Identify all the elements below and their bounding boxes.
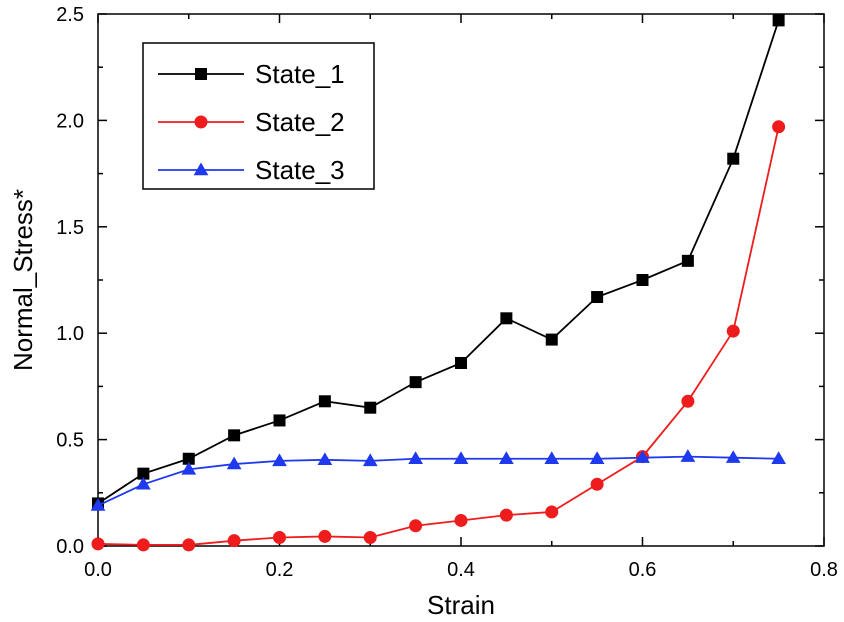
y-axis-title: Normal_Stress* xyxy=(8,189,38,371)
data-point xyxy=(499,508,513,522)
legend-swatch-marker xyxy=(195,68,207,80)
series-State_2 xyxy=(91,120,786,552)
data-point xyxy=(454,513,468,527)
data-point xyxy=(681,254,694,267)
data-point xyxy=(635,450,650,463)
series-State_3 xyxy=(90,449,786,511)
data-point xyxy=(91,537,105,551)
x-tick-label: 0.8 xyxy=(810,559,838,581)
data-point xyxy=(727,152,740,165)
series-State_1 xyxy=(92,14,785,510)
data-point xyxy=(228,429,241,442)
series-line xyxy=(97,126,780,546)
data-point xyxy=(364,401,377,414)
y-tick-label: 1.0 xyxy=(56,323,84,345)
data-point xyxy=(136,538,150,552)
legend-item: State_1 xyxy=(158,59,345,89)
y-tick-label: 0.5 xyxy=(56,430,84,452)
legend-item: State_2 xyxy=(158,107,345,137)
data-point xyxy=(772,120,786,134)
data-point xyxy=(409,376,422,389)
legend-label: State_3 xyxy=(255,155,345,185)
data-point xyxy=(409,519,423,533)
y-tick-label: 1.5 xyxy=(56,217,84,239)
data-point xyxy=(90,498,106,511)
data-point xyxy=(772,14,785,27)
data-point xyxy=(589,451,605,464)
legend-label: State_2 xyxy=(255,107,345,137)
legend-label: State_1 xyxy=(255,59,345,89)
y-axis: 0.0 0.5 1.0 1.5 2.0 2.5 xyxy=(56,4,824,558)
data-point xyxy=(317,452,333,466)
x-tick-label: 0.6 xyxy=(629,559,657,581)
data-point xyxy=(499,451,514,464)
data-point xyxy=(227,534,241,548)
y-tick-label: 2.5 xyxy=(56,4,84,26)
x-tick-label: 0.0 xyxy=(84,559,112,581)
x-tick-label: 0.4 xyxy=(447,559,475,581)
x-axis-title: Strain xyxy=(427,590,495,620)
data-point xyxy=(273,530,286,544)
data-point xyxy=(500,312,513,325)
data-point xyxy=(453,451,469,464)
legend-box xyxy=(142,42,375,190)
x-tick-label: 0.2 xyxy=(266,559,294,581)
x-axis: 0.0 0.2 0.4 0.6 0.8 xyxy=(84,14,838,581)
data-point xyxy=(363,530,377,544)
data-point xyxy=(590,477,604,491)
data-point xyxy=(771,451,786,464)
data-point xyxy=(545,333,558,346)
data-point xyxy=(545,505,559,519)
data-point xyxy=(318,529,332,543)
data-point xyxy=(455,356,467,369)
data-point xyxy=(725,450,741,463)
series-line xyxy=(97,455,779,507)
legend-item: State_3 xyxy=(158,155,345,185)
data-point xyxy=(273,414,286,427)
data-point xyxy=(226,456,242,470)
data-point xyxy=(408,451,423,464)
data-point xyxy=(544,451,560,464)
data-point xyxy=(272,453,287,467)
data-point xyxy=(136,476,151,490)
legend: State_1 State_2 State_3 xyxy=(142,42,375,190)
data-point xyxy=(362,453,378,467)
data-point xyxy=(636,274,649,286)
data-point xyxy=(680,449,696,462)
data-point xyxy=(591,291,604,304)
legend-swatch-marker xyxy=(193,162,209,176)
data-point xyxy=(726,324,740,338)
y-tick-label: 0.0 xyxy=(56,536,84,558)
data-point xyxy=(182,538,196,552)
data-point xyxy=(681,394,695,408)
legend-swatch-marker xyxy=(194,115,208,129)
data-point xyxy=(181,461,197,475)
y-tick-label: 2.0 xyxy=(56,110,84,132)
series-layer xyxy=(90,14,786,552)
data-point xyxy=(318,395,331,408)
series-line xyxy=(97,20,780,505)
